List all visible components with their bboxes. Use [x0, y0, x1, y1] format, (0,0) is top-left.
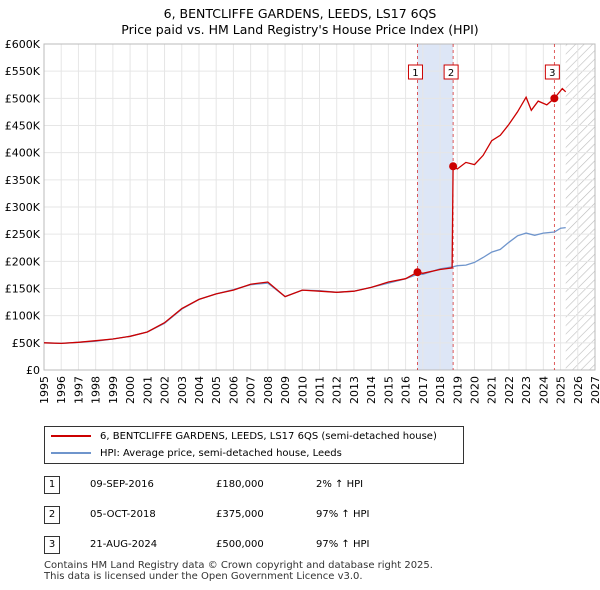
footer-copyright: Contains HM Land Registry data © Crown c…	[44, 560, 433, 571]
sale-label: 1	[412, 68, 418, 79]
x-tick-label: 2017	[417, 376, 430, 404]
y-tick-label: £250K	[5, 228, 41, 241]
legend-label-hpi: HPI: Average price, semi-detached house,…	[100, 447, 342, 459]
property-series-line	[43, 87, 567, 345]
sale-price: £375,000	[216, 509, 264, 520]
x-tick-label: 2001	[141, 376, 154, 404]
sale-row: 2 05-OCT-2018 £375,000 97% ↑ HPI	[44, 504, 564, 524]
sale-date: 21-AUG-2024	[90, 539, 158, 550]
x-tick-label: 2025	[555, 376, 568, 404]
y-tick-label: £450K	[5, 120, 41, 133]
sale-point	[413, 268, 422, 277]
sale-price: £500,000	[216, 539, 264, 550]
sale-row: 1 09-SEP-2016 £180,000 2% ↑ HPI	[44, 474, 564, 494]
x-tick-label: 2023	[520, 376, 533, 404]
sale-date: 05-OCT-2018	[90, 509, 156, 520]
sale-date: 09-SEP-2016	[90, 479, 154, 490]
x-tick-label: 2004	[193, 376, 206, 404]
x-tick-label: 2013	[348, 376, 361, 404]
x-tick-label: 2009	[279, 376, 292, 404]
legend-item-property: 6, BENTCLIFFE GARDENS, LEEDS, LS17 6QS (…	[51, 429, 437, 443]
x-tick-label: 2005	[210, 376, 223, 404]
x-tick-label: 2007	[245, 376, 258, 404]
chart-subtitle: Price paid vs. HM Land Registry's House …	[121, 22, 479, 37]
x-tick-label: 2016	[400, 376, 413, 404]
sale-number: 3	[44, 536, 60, 554]
y-tick-label: £350K	[5, 174, 41, 187]
x-tick-label: 2003	[176, 376, 189, 404]
y-tick-label: £300K	[5, 201, 41, 214]
footer-license: This data is licensed under the Open Gov…	[44, 571, 363, 582]
x-tick-label: 2027	[589, 376, 600, 404]
footer: Contains HM Land Registry data © Crown c…	[44, 560, 433, 582]
sale-label-box	[407, 64, 423, 80]
y-tick-label: £0	[26, 364, 40, 377]
sale-row: 3 21-AUG-2024 £500,000 97% ↑ HPI	[44, 534, 564, 554]
x-tick-label: 1998	[90, 376, 103, 404]
x-tick-label: 2011	[314, 376, 327, 404]
sale-hpi-change: 97% ↑ HPI	[316, 539, 370, 550]
x-tick-label: 2019	[451, 376, 464, 404]
sale-point	[550, 94, 559, 103]
x-tick-label: 2022	[503, 376, 516, 404]
x-tick-label: 2015	[382, 376, 395, 404]
sale-label: 2	[448, 68, 454, 79]
y-tick-label: £550K	[5, 65, 41, 78]
sale-label: 3	[549, 68, 555, 79]
x-tick-label: 2020	[468, 376, 481, 404]
x-tick-label: 2021	[486, 376, 499, 404]
y-tick-label: £200K	[5, 255, 41, 268]
legend-item-hpi: HPI: Average price, semi-detached house,…	[51, 446, 342, 460]
sale-label-box	[544, 64, 560, 80]
sale-number: 2	[44, 506, 60, 524]
x-tick-label: 2008	[262, 376, 275, 404]
sale-price: £180,000	[216, 479, 264, 490]
x-tick-label: 2002	[159, 376, 172, 404]
x-tick-label: 1997	[72, 376, 85, 404]
legend-label-property: 6, BENTCLIFFE GARDENS, LEEDS, LS17 6QS (…	[100, 430, 437, 442]
sale-point	[449, 162, 458, 171]
y-tick-label: £500K	[5, 92, 41, 105]
y-tick-label: £600K	[5, 38, 41, 51]
plot-border	[43, 43, 596, 371]
sale-hpi-change: 97% ↑ HPI	[316, 509, 370, 520]
sale-number: 1	[44, 476, 60, 494]
y-tick-label: £400K	[5, 147, 41, 160]
legend: 6, BENTCLIFFE GARDENS, LEEDS, LS17 6QS (…	[44, 426, 464, 464]
price-chart: £0 £50K £100K £150K £200K £250K £300K £350K £400…	[5, 38, 600, 404]
chart-title: 6, BENTCLIFFE GARDENS, LEEDS, LS17 6QS	[163, 6, 437, 21]
x-tick-label: 2012	[331, 376, 344, 404]
x-tick-label: 2010	[296, 376, 309, 404]
x-tick-label: 1999	[107, 376, 120, 404]
legend-swatch-property	[51, 435, 91, 437]
legend-swatch-hpi	[51, 452, 91, 454]
x-tick-label: 2000	[124, 376, 137, 404]
sale-label-box	[443, 64, 459, 80]
x-tick-label: 2006	[227, 376, 240, 404]
x-tick-label: 2026	[572, 376, 585, 404]
y-tick-label: £150K	[5, 283, 41, 296]
x-tick-label: 1995	[38, 376, 51, 404]
x-tick-label: 1996	[55, 376, 68, 404]
y-tick-label: £100K	[5, 310, 41, 323]
x-tick-label: 2024	[537, 376, 550, 404]
y-tick-label: £50K	[12, 337, 41, 350]
x-tick-label: 2018	[434, 376, 447, 404]
sale-hpi-change: 2% ↑ HPI	[316, 479, 364, 490]
x-tick-label: 2014	[365, 376, 378, 404]
